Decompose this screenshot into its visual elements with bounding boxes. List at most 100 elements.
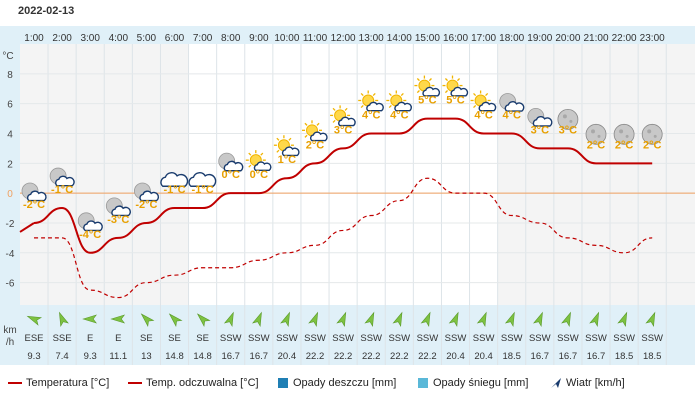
temperature-label: -2°C	[23, 199, 45, 211]
legend-snow-label: Opady śniegu [mm]	[433, 377, 529, 389]
hour-label: 9:00	[249, 33, 269, 44]
cloudy-night-icon	[499, 93, 525, 112]
temperature-label: 2°C	[306, 139, 325, 151]
temperature-label: 1°C	[278, 154, 297, 166]
hour-label: 11:00	[303, 33, 328, 44]
wind-speed-label: 20.4	[446, 351, 465, 362]
wind-direction-label: ESE	[24, 333, 43, 344]
wind-direction-label: SSW	[473, 333, 495, 344]
wind-arrow-icon	[196, 313, 211, 328]
temperature-label: 0°C	[250, 169, 269, 181]
wind-direction-label: SSW	[641, 333, 663, 344]
y-axis-unit: °C	[2, 51, 13, 62]
hour-label: 13:00	[359, 33, 384, 44]
wind-direction-label: SSE	[53, 333, 72, 344]
wind-arrow-icon	[561, 311, 571, 328]
partly-sunny-icon	[442, 75, 469, 97]
moon-icon	[585, 123, 607, 145]
temperature-label: -1°C	[163, 184, 185, 196]
hour-label: 17:00	[471, 33, 496, 44]
partly-sunny-icon	[386, 90, 412, 112]
wind-speed-label: 11.1	[109, 351, 127, 362]
wind-speed-label: 22.2	[362, 351, 381, 362]
wind-direction-label: E	[87, 333, 93, 344]
wind-speed-label: 22.2	[390, 351, 409, 362]
wind-direction-label: SSW	[388, 333, 410, 344]
temperature-label: -1°C	[51, 184, 73, 196]
hour-label: 20:00	[555, 33, 580, 44]
temperature-label: 3°C	[531, 124, 550, 136]
hour-label: 21:00	[583, 33, 608, 44]
wind-arrow-icon	[589, 311, 600, 328]
wind-arrow-icon	[336, 311, 347, 328]
wind-speed-label: 22.2	[418, 351, 437, 362]
wind-arrow-icon	[223, 311, 234, 328]
cloudy-night-icon	[77, 212, 103, 232]
wind-arrow-icon	[59, 311, 69, 328]
legend-solid-line-swatch	[8, 382, 22, 384]
temperature-label: 5°C	[418, 95, 437, 107]
wind-speed-label: 9.3	[27, 351, 40, 362]
wind-direction-label: SSW	[360, 333, 382, 344]
feels-like-line	[33, 177, 653, 299]
wind-speed-label: 16.7	[221, 351, 240, 362]
wind-arrow-icon	[308, 311, 319, 328]
legend-wind-arrow-icon	[551, 378, 561, 388]
temperature-label: -2°C	[135, 199, 157, 211]
legend-item-snow: Opady śniegu [mm]	[418, 377, 528, 389]
hour-label: 1:00	[24, 33, 44, 44]
wind-direction-label: SSW	[445, 333, 467, 344]
partly-sunny-icon	[273, 135, 300, 157]
temperature-label: 4°C	[362, 109, 381, 121]
wind-arrow-icon	[26, 315, 43, 326]
partly-sunny-icon	[358, 90, 384, 112]
moon-icon	[641, 123, 663, 145]
hour-label: 8:00	[221, 33, 241, 44]
wind-direction-label: SE	[168, 333, 181, 344]
y-axis-panel	[0, 26, 20, 365]
wind-speed-label: 18.5	[643, 351, 662, 362]
hour-label: 3:00	[80, 33, 100, 44]
legend-item-rain: Opady deszczu [mm]	[278, 377, 396, 389]
wind-speed-label: 16.7	[587, 351, 606, 362]
hour-label: 16:00	[443, 33, 468, 44]
wind-arrow-icon	[168, 313, 183, 328]
wind-arrow-icon	[476, 311, 487, 328]
wind-direction-label: SE	[140, 333, 153, 344]
wind-speed-label: 14.8	[193, 351, 212, 362]
wind-direction-label: SSW	[276, 333, 298, 344]
wind-arrow-icon	[392, 311, 403, 328]
hour-label: 22:00	[612, 33, 637, 44]
legend-item-temperature: Temperatura [°C]	[8, 377, 109, 389]
hour-label: 5:00	[137, 33, 157, 44]
hour-label: 2:00	[52, 33, 72, 44]
temperature-label: -3°C	[107, 214, 129, 226]
wind-speed-label: 18.5	[502, 351, 521, 362]
cloudy-night-icon	[21, 182, 47, 202]
wind-arrow-icon	[140, 313, 155, 328]
y-tick-label: 4	[7, 129, 13, 140]
hour-label: 14:00	[387, 33, 412, 44]
wind-direction-label: E	[115, 333, 121, 344]
y-tick-label: 0	[7, 189, 13, 200]
temperature-label: 0°C	[221, 169, 240, 181]
wind-direction-label: SSW	[613, 333, 635, 344]
moon-icon	[557, 109, 579, 130]
cloudy-night-icon	[105, 197, 131, 217]
cloudy-night-icon	[133, 182, 160, 202]
moon-icon	[613, 123, 635, 145]
cloudy-night-icon	[218, 152, 244, 172]
partly-sunny-icon	[302, 120, 328, 142]
legend-wind-label: Wiatr [km/h]	[566, 377, 625, 389]
temperature-label: 5°C	[446, 95, 465, 107]
hour-label: 18:00	[499, 33, 524, 44]
hour-label: 19:00	[527, 33, 552, 44]
hour-axis-panel	[20, 26, 695, 44]
hour-label: 23:00	[640, 33, 665, 44]
wind-direction-label: SE	[196, 333, 209, 344]
wind-direction-label: SSW	[557, 333, 579, 344]
temperature-line-lead	[19, 222, 35, 233]
hour-label: 7:00	[193, 33, 213, 44]
